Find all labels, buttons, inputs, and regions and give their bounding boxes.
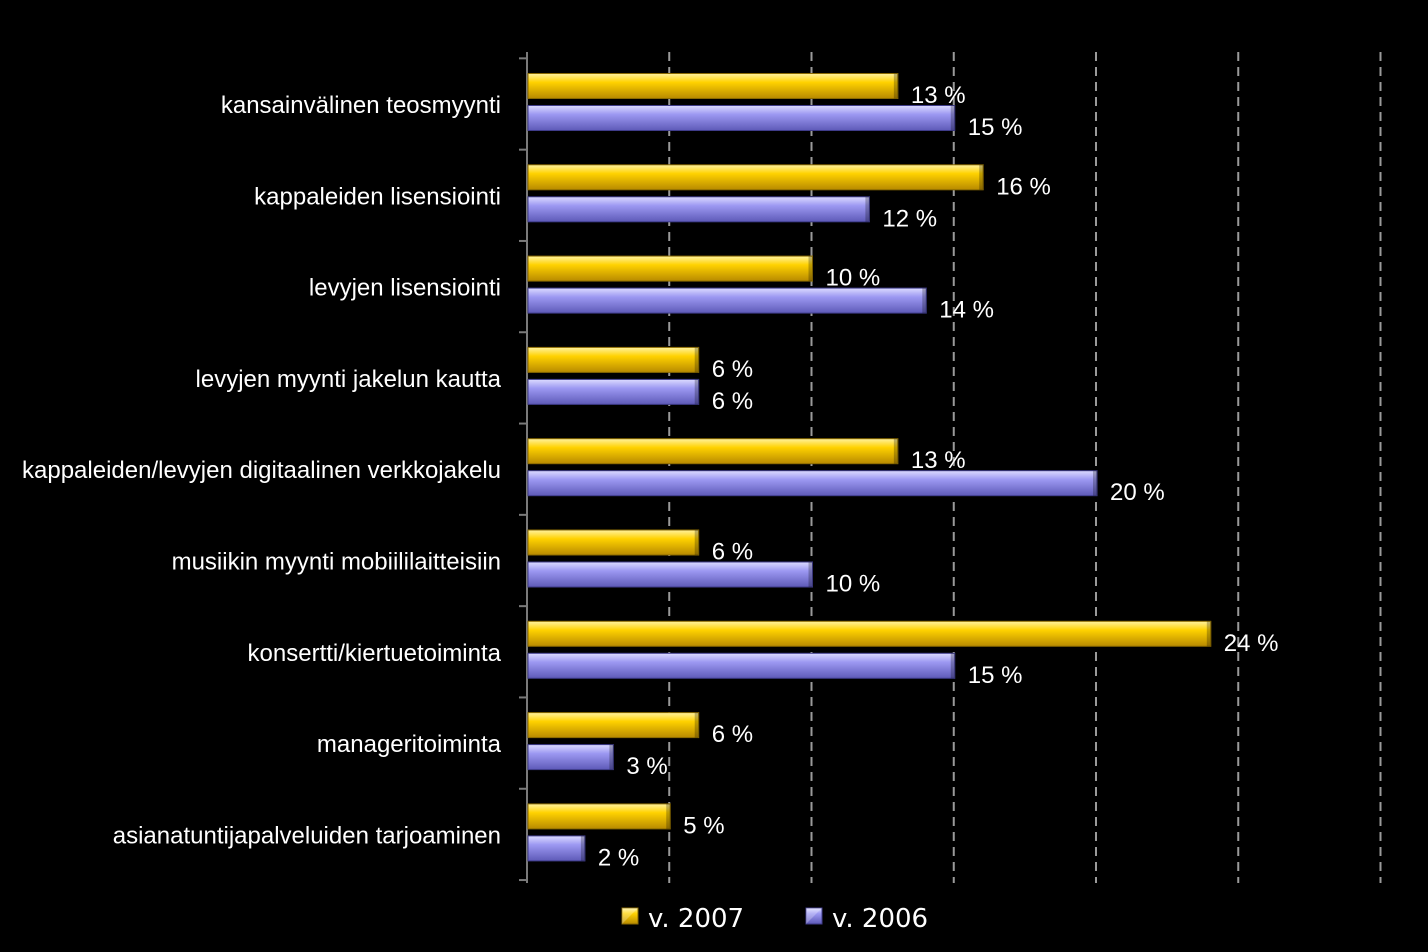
data-label: 6 % bbox=[712, 388, 753, 415]
data-label: 15 % bbox=[968, 114, 1023, 141]
bar-v2006 bbox=[527, 378, 700, 405]
bar-bevel bbox=[1093, 470, 1097, 496]
data-label: 6 % bbox=[712, 356, 753, 383]
data-label: 10 % bbox=[826, 265, 881, 292]
data-label: 16 % bbox=[996, 173, 1051, 200]
data-label: 12 % bbox=[882, 205, 937, 232]
bar-v2007 bbox=[527, 164, 984, 191]
category-label: kappaleiden lisensiointi bbox=[254, 183, 501, 210]
bar-v2006 bbox=[527, 561, 813, 588]
bar-v2007 bbox=[527, 712, 700, 739]
legend-swatch bbox=[805, 907, 823, 925]
category-label: konsertti/kiertuetoiminta bbox=[248, 640, 502, 667]
category-label: kappaleiden/levyjen digitaalinen verkkoj… bbox=[22, 457, 501, 484]
data-label: 6 % bbox=[712, 721, 753, 748]
category-label: levyjen myynti jakelun kautta bbox=[196, 366, 502, 393]
bar-bevel bbox=[609, 744, 614, 770]
bar-v2006 bbox=[527, 196, 870, 223]
category-label: levyjen lisensiointi bbox=[309, 275, 501, 302]
bar-v2006 bbox=[527, 744, 614, 771]
bar-v2007 bbox=[527, 529, 700, 556]
bar-v2006 bbox=[527, 652, 956, 679]
data-label: 10 % bbox=[826, 571, 881, 598]
category-label: musiikin myynti mobiililaitteisiin bbox=[172, 549, 501, 576]
bar-bevel bbox=[694, 347, 699, 373]
bar-bevel bbox=[893, 438, 898, 464]
bar-bevel bbox=[893, 73, 898, 99]
bar-v2006 bbox=[527, 287, 927, 314]
data-label: 14 % bbox=[939, 297, 994, 324]
legend-item-v2006: v. 2006 bbox=[805, 904, 928, 934]
category-labels: kansainvälinen teosmyynti kappaleiden lis… bbox=[22, 92, 502, 849]
bar-v2007 bbox=[527, 255, 813, 282]
data-label: 5 % bbox=[683, 812, 724, 839]
bar-bevel bbox=[694, 530, 699, 555]
bars bbox=[527, 73, 1212, 862]
bar-bevel bbox=[808, 562, 813, 587]
bar-bevel bbox=[922, 288, 927, 314]
bar-bevel bbox=[694, 379, 699, 405]
bar-v2007 bbox=[527, 73, 899, 99]
legend-swatch bbox=[621, 907, 639, 925]
bar-bevel bbox=[979, 164, 984, 190]
bar-v2006 bbox=[527, 470, 1098, 497]
bar-bevel bbox=[950, 105, 955, 131]
bar-bevel bbox=[950, 653, 955, 679]
bar-bevel bbox=[694, 712, 699, 738]
legend-item-v2007: v. 2007 bbox=[621, 904, 744, 934]
legend: v. 2007 v. 2006 bbox=[621, 904, 928, 934]
bar-bevel bbox=[666, 803, 671, 829]
legend-label: v. 2006 bbox=[832, 904, 928, 934]
bar-v2007 bbox=[527, 620, 1212, 647]
y-axis bbox=[519, 52, 528, 883]
bar-bevel bbox=[580, 835, 585, 861]
legend-label: v. 2007 bbox=[648, 904, 744, 934]
bar-v2007 bbox=[527, 803, 671, 830]
data-label: 6 % bbox=[712, 539, 753, 566]
data-label: 13 % bbox=[911, 82, 966, 109]
data-label: 2 % bbox=[598, 844, 639, 871]
data-label: 24 % bbox=[1224, 630, 1279, 657]
category-label: manageritoiminta bbox=[317, 731, 502, 758]
legend-swatch-shine bbox=[622, 908, 638, 924]
bar-v2006 bbox=[527, 835, 586, 862]
legend-swatch-shine bbox=[806, 908, 822, 924]
category-label: asianatuntijapalveluiden tarjoaminen bbox=[113, 822, 501, 849]
bar-bevel bbox=[1206, 621, 1211, 647]
bar-v2007 bbox=[527, 438, 899, 465]
data-label: 13 % bbox=[911, 447, 966, 474]
bar-v2007 bbox=[527, 346, 700, 373]
gridlines bbox=[668, 52, 1382, 883]
bar-bevel bbox=[865, 196, 870, 222]
data-label: 15 % bbox=[968, 662, 1023, 689]
data-label: 20 % bbox=[1110, 479, 1165, 506]
bar-v2006 bbox=[527, 105, 956, 131]
data-label: 3 % bbox=[626, 753, 667, 780]
category-label: kansainvälinen teosmyynti bbox=[221, 92, 501, 119]
value-labels: 13 %15 %16 %12 %10 %14 %6 %6 %13 %20 %6 … bbox=[598, 82, 1279, 871]
bar-bevel bbox=[808, 256, 813, 282]
